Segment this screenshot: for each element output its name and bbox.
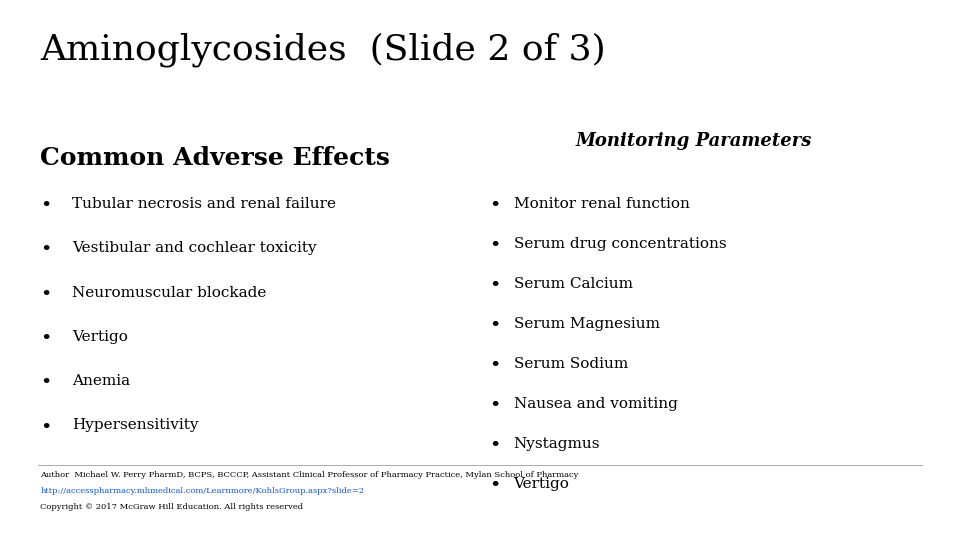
Text: Serum drug concentrations: Serum drug concentrations [514,237,726,251]
Text: Anemia: Anemia [72,374,131,388]
Text: •: • [490,317,501,335]
Text: Tubular necrosis and renal failure: Tubular necrosis and renal failure [72,197,336,211]
Text: Neuromuscular blockade: Neuromuscular blockade [72,286,266,300]
Text: Monitoring Parameters: Monitoring Parameters [576,132,812,150]
Text: •: • [40,418,52,436]
Text: Nystagmus: Nystagmus [514,437,600,451]
Text: Aminoglycosides  (Slide 2 of 3): Aminoglycosides (Slide 2 of 3) [40,32,606,67]
Text: •: • [490,397,501,415]
Text: •: • [40,374,52,392]
Text: Serum Sodium: Serum Sodium [514,357,628,371]
Text: Monitor renal function: Monitor renal function [514,197,689,211]
Text: •: • [490,437,501,455]
Text: Vertigo: Vertigo [514,477,569,491]
Text: •: • [490,237,501,255]
Text: •: • [490,277,501,295]
Text: •: • [40,241,52,259]
Text: Copyright © 2017 McGraw Hill Education. All rights reserved: Copyright © 2017 McGraw Hill Education. … [40,503,303,511]
Text: •: • [490,357,501,375]
Text: Vertigo: Vertigo [72,330,128,344]
Text: Serum Calcium: Serum Calcium [514,277,633,291]
Text: Author  Michael W. Perry PharmD, BCPS, BCCCP, Assistant Clinical Professor of Ph: Author Michael W. Perry PharmD, BCPS, BC… [40,471,579,479]
Text: •: • [490,197,501,215]
Text: Hypersensitivity: Hypersensitivity [72,418,199,433]
Text: •: • [40,197,52,215]
Text: http://accesspharmacy.mhmedical.com/Learnmore/KohlsGroup.aspx?slide=2: http://accesspharmacy.mhmedical.com/Lear… [40,487,365,495]
Text: Serum Magnesium: Serum Magnesium [514,317,660,331]
Text: •: • [490,477,501,495]
Text: •: • [40,286,52,303]
Text: Nausea and vomiting: Nausea and vomiting [514,397,678,411]
Text: •: • [40,330,52,348]
Text: Vestibular and cochlear toxicity: Vestibular and cochlear toxicity [72,241,317,255]
Text: Common Adverse Effects: Common Adverse Effects [40,146,390,170]
